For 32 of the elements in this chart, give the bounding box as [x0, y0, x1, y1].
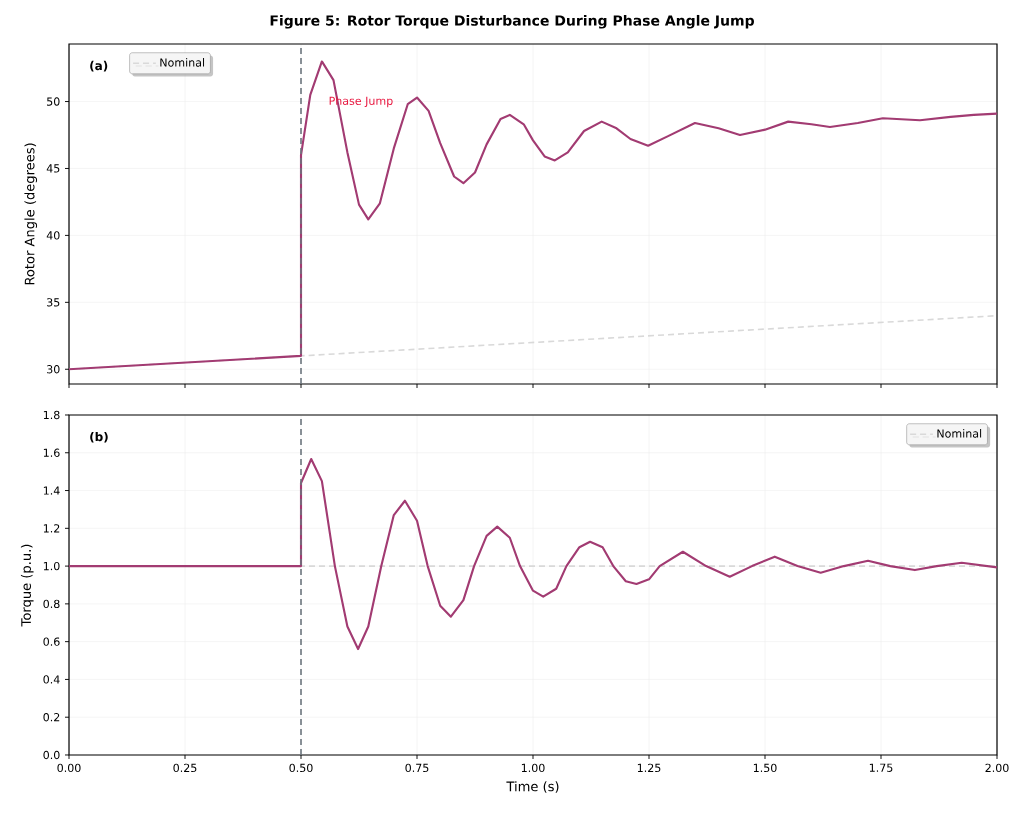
y-axis-title: Rotor Angle (degrees): [24, 143, 38, 285]
annotation: (a): [90, 60, 108, 72]
chart-title: Figure 5: Rotor Torque Disturbance During Phase Angle Jump: [270, 14, 754, 29]
x-tick-label: 0.25: [173, 763, 197, 773]
y-tick-label: 40: [46, 231, 60, 240]
y-tick-label: 30: [47, 365, 60, 374]
y-tick-label: 0.0: [43, 750, 60, 760]
y-tick-label: 50: [47, 97, 60, 106]
x-tick-label: 1.75: [869, 763, 893, 772]
y-tick-label: 1.8: [43, 410, 60, 420]
y-tick-label: 0.4: [43, 675, 60, 684]
x-tick-label: 0.50: [289, 763, 313, 773]
y-tick-label: 45: [46, 164, 60, 173]
y-tick-label: 1.2: [43, 524, 60, 533]
y-tick-label: 1.0: [43, 561, 60, 571]
y-tick-label: 0.6: [43, 637, 60, 646]
x-tick-label: 1.00: [521, 763, 545, 773]
y-tick-label: 0.8: [43, 599, 60, 609]
x-tick-label: 1.50: [753, 763, 777, 773]
legend-label: Nominal: [937, 429, 982, 438]
x-tick-label: 0.75: [405, 763, 429, 773]
y-tick-label: 1.4: [43, 486, 60, 495]
y-tick-label: 0.2: [43, 713, 60, 722]
y-tick-label: 1.6: [43, 448, 60, 457]
annotation: (b): [90, 431, 108, 443]
x-tick-label: 0.00: [57, 763, 81, 773]
x-tick-label: 2.00: [985, 763, 1009, 773]
x-axis-title: Time (s): [506, 781, 559, 793]
x-tick-label: 1.25: [637, 763, 661, 773]
legend-label: Nominal: [160, 58, 205, 67]
y-tick-label: 35: [47, 298, 60, 307]
y-axis-title: Torque (p.u.): [20, 544, 34, 627]
